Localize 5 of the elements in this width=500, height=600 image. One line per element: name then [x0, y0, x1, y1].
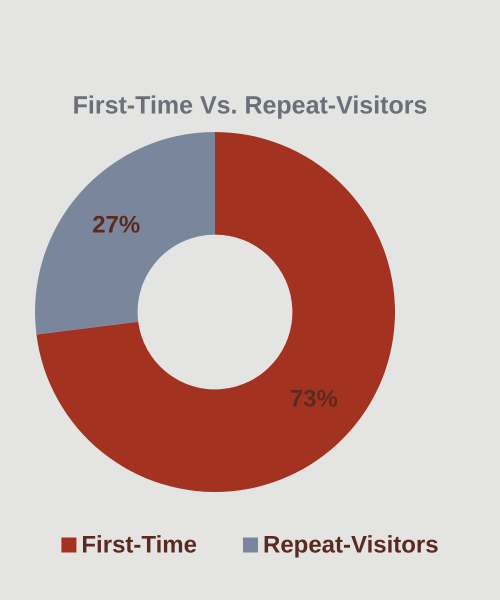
- chart-title: First-Time Vs. Repeat-Visitors: [72, 92, 428, 120]
- data-label: 73%: [290, 386, 338, 413]
- legend-label: First-Time: [81, 532, 197, 558]
- data-label: 27%: [92, 211, 140, 238]
- legend-label: Repeat-Visitors: [262, 532, 439, 558]
